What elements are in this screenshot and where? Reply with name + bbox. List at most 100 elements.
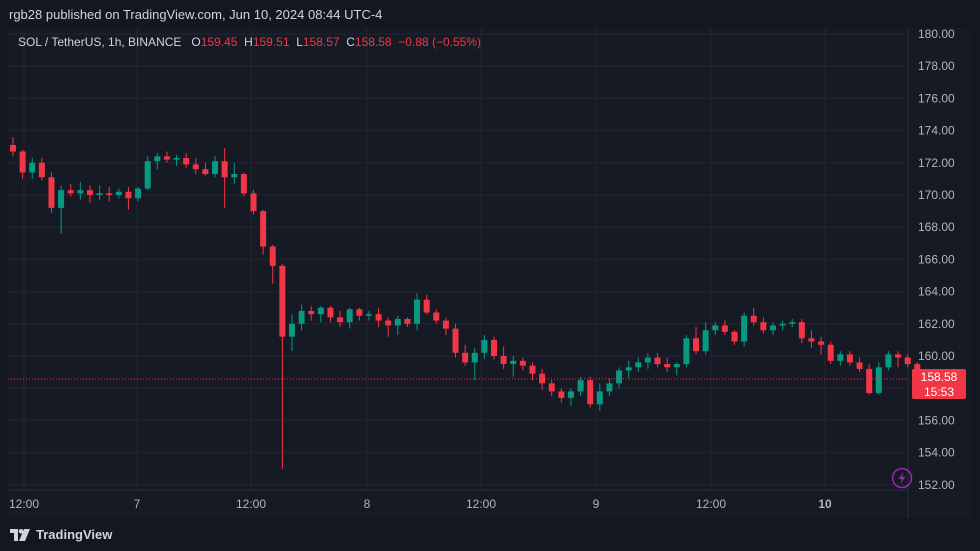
candle-body — [577, 380, 584, 392]
close-label: C — [346, 35, 355, 49]
candle — [77, 182, 84, 200]
candle-body — [683, 338, 690, 365]
candle-body — [86, 190, 93, 195]
candle — [317, 306, 324, 323]
candle-body — [798, 322, 805, 339]
candle — [231, 162, 238, 184]
candle — [702, 322, 709, 355]
candle — [173, 154, 180, 167]
price-tick-label: 178.00 — [918, 59, 955, 73]
candle — [567, 388, 574, 406]
candle-body — [519, 360, 526, 366]
candle — [635, 357, 642, 373]
candle — [846, 351, 853, 366]
candle-body — [616, 370, 623, 384]
candle-body — [163, 156, 170, 160]
candle — [769, 322, 776, 336]
top-bar: rgb28 published on TradingView.com, Jun … — [0, 0, 980, 28]
candle-body — [558, 391, 565, 398]
candle-body — [866, 368, 873, 394]
candle-body — [712, 325, 719, 331]
candle-body — [58, 190, 65, 208]
symbol-label[interactable]: SOL / TetherUS, 1h, BINANCE — [18, 35, 182, 49]
price-tick-label: 174.00 — [918, 124, 955, 138]
candle-body — [308, 310, 315, 315]
time-tick-label: 12:00 — [466, 497, 496, 511]
candle — [375, 307, 382, 328]
candle-body — [154, 156, 161, 162]
candle-body — [567, 391, 574, 398]
candle-body — [760, 322, 767, 331]
candle-body — [500, 356, 507, 365]
candle — [106, 186, 113, 202]
price-tick-label: 162.00 — [918, 317, 955, 331]
candle-body — [221, 161, 228, 178]
candle-body — [587, 380, 594, 405]
candle-body — [442, 320, 449, 329]
candle-body — [250, 193, 257, 212]
candle-body — [125, 191, 132, 199]
candle-body — [48, 177, 55, 208]
tradingview-logo-icon — [10, 528, 30, 541]
candle-body — [240, 174, 247, 194]
candle — [558, 388, 565, 403]
candle-body — [212, 161, 219, 175]
lightning-icon[interactable] — [891, 467, 913, 489]
candle — [712, 322, 719, 336]
candle-body — [29, 162, 36, 173]
candle-body — [875, 367, 882, 394]
candle — [471, 347, 478, 381]
candle-body — [693, 338, 700, 352]
candle — [510, 356, 517, 377]
candle — [125, 186, 132, 210]
candle — [587, 376, 594, 408]
candle — [115, 188, 122, 199]
candle — [789, 318, 796, 328]
candle — [673, 362, 680, 376]
candle-body — [596, 391, 603, 405]
candle-body — [818, 341, 825, 345]
time-tick-label: 7 — [134, 497, 141, 511]
time-tick-label: 8 — [364, 497, 371, 511]
time-tick-label: 12:00 — [696, 497, 726, 511]
candle — [837, 351, 844, 366]
price-axis: 152.00154.00156.00158.00160.00162.00164.… — [918, 27, 955, 492]
candle — [616, 367, 623, 389]
candle — [625, 360, 632, 379]
candle — [895, 351, 902, 368]
candle — [731, 330, 738, 345]
candle-body — [625, 367, 632, 371]
time-tick-label: 12:00 — [236, 497, 266, 511]
candle-body — [827, 344, 834, 361]
candle — [596, 383, 603, 411]
candle-body — [77, 190, 84, 194]
price-tick-label: 180.00 — [918, 27, 955, 41]
price-tick-label: 170.00 — [918, 188, 955, 202]
candle-body — [741, 315, 748, 342]
candle-body — [346, 309, 353, 323]
close-value: 158.58 — [354, 35, 392, 49]
candle-body — [808, 338, 815, 342]
brand[interactable]: TradingView — [10, 527, 112, 542]
candle-body — [298, 310, 305, 324]
candle — [885, 351, 892, 371]
candle — [346, 307, 353, 329]
candle-body — [67, 190, 74, 194]
candle — [577, 376, 584, 397]
candle-body — [192, 164, 199, 170]
high-label: H — [244, 35, 253, 49]
chart-area[interactable] — [8, 28, 972, 518]
ohlc-legend: SOL / TetherUS, 1h, BINANCE O159.45 H159… — [18, 35, 481, 49]
candle-body — [750, 315, 757, 323]
candle-body — [19, 151, 26, 173]
candle — [154, 153, 161, 170]
open-value: 159.45 — [200, 35, 238, 49]
candle — [433, 309, 440, 324]
low-value: 158.57 — [302, 35, 340, 49]
candle — [529, 362, 536, 381]
candle — [664, 357, 671, 373]
time-tick-label: 12:00 — [9, 497, 39, 511]
candle — [481, 335, 488, 360]
candle — [86, 185, 93, 204]
